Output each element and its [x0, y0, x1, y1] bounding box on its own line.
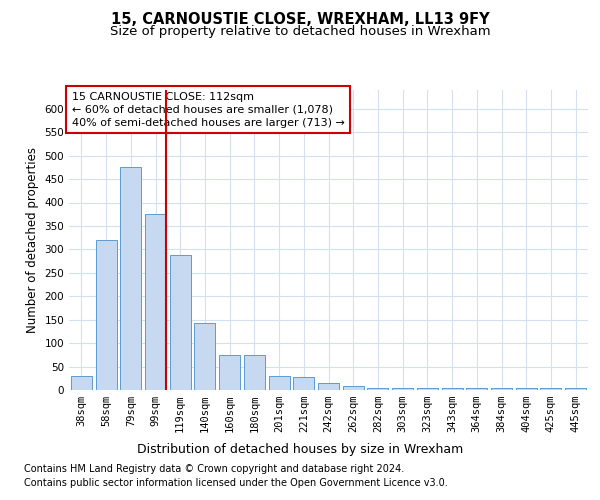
Text: Contains public sector information licensed under the Open Government Licence v3: Contains public sector information licen…: [24, 478, 448, 488]
Bar: [417, 388, 438, 390]
Text: Distribution of detached houses by size in Wrexham: Distribution of detached houses by size …: [137, 442, 463, 456]
Bar: [145, 214, 166, 390]
Bar: [71, 376, 92, 390]
Bar: [343, 386, 364, 390]
Bar: [170, 255, 191, 390]
Bar: [541, 388, 562, 390]
Bar: [244, 355, 265, 390]
Bar: [565, 388, 586, 390]
Bar: [442, 388, 463, 390]
Bar: [95, 240, 116, 390]
Bar: [392, 388, 413, 390]
Y-axis label: Number of detached properties: Number of detached properties: [26, 147, 39, 333]
Text: 15, CARNOUSTIE CLOSE, WREXHAM, LL13 9FY: 15, CARNOUSTIE CLOSE, WREXHAM, LL13 9FY: [110, 12, 490, 28]
Text: Contains HM Land Registry data © Crown copyright and database right 2024.: Contains HM Land Registry data © Crown c…: [24, 464, 404, 474]
Bar: [491, 388, 512, 390]
Bar: [516, 388, 537, 390]
Bar: [293, 377, 314, 390]
Text: Size of property relative to detached houses in Wrexham: Size of property relative to detached ho…: [110, 25, 490, 38]
Bar: [120, 168, 141, 390]
Bar: [466, 388, 487, 390]
Bar: [219, 355, 240, 390]
Bar: [367, 388, 388, 390]
Bar: [318, 383, 339, 390]
Text: 15 CARNOUSTIE CLOSE: 112sqm
← 60% of detached houses are smaller (1,078)
40% of : 15 CARNOUSTIE CLOSE: 112sqm ← 60% of det…: [71, 92, 344, 128]
Bar: [269, 376, 290, 390]
Bar: [194, 323, 215, 390]
